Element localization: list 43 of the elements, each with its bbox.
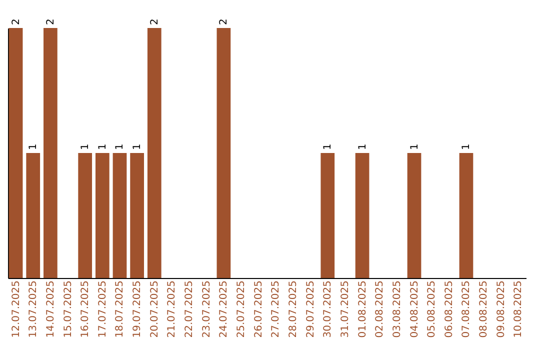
data-label: 1 (114, 144, 126, 150)
data-label: 1 (409, 144, 420, 150)
data-label: 1 (97, 144, 108, 150)
data-label: 1 (322, 144, 334, 150)
x-tick-label: 27.07.2025 (270, 280, 282, 338)
x-tick-label: 04.08.2025 (409, 280, 420, 338)
data-label: 2 (218, 18, 230, 25)
data-label: 2 (149, 18, 160, 25)
data-label: 1 (357, 144, 368, 150)
x-tick-label: 15.07.2025 (62, 280, 74, 338)
data-label: 1 (461, 144, 472, 150)
data-label: 2 (45, 18, 56, 25)
x-tick-label: 24.07.2025 (218, 280, 230, 338)
x-tick-label: 16.07.2025 (80, 280, 92, 338)
x-tick-label: 12.07.2025 (10, 280, 22, 338)
x-tick-label: 08.08.2025 (478, 280, 490, 338)
x-tick-label: 06.08.2025 (444, 280, 455, 338)
x-tick-label: 31.07.2025 (340, 280, 351, 338)
x-tick-label: 19.07.2025 (132, 280, 144, 338)
x-tick-label: 10.08.2025 (513, 280, 524, 338)
x-tick-label: 17.07.2025 (97, 280, 108, 338)
x-tick-label: 09.08.2025 (496, 280, 507, 338)
x-tick-label: 25.07.2025 (236, 280, 248, 338)
x-tick-label: 21.07.2025 (166, 280, 178, 338)
data-label: 1 (28, 144, 40, 150)
x-tick-label: 03.08.2025 (392, 280, 403, 338)
x-tick-label: 07.08.2025 (461, 280, 472, 338)
data-label: 2 (10, 18, 22, 25)
x-tick-label: 02.08.2025 (374, 280, 386, 338)
x-tick-label: 30.07.2025 (322, 280, 334, 338)
x-tick-label: 13.07.2025 (28, 280, 40, 338)
data-label: 1 (80, 144, 92, 150)
x-tick-label: 29.07.2025 (305, 280, 316, 338)
data-label: 1 (132, 144, 144, 150)
x-tick-label: 14.07.2025 (45, 280, 56, 338)
x-tick-label: 23.07.2025 (201, 280, 212, 338)
x-tick-label: 18.07.2025 (114, 280, 126, 338)
x-tick-label: 01.08.2025 (357, 280, 368, 338)
x-tick-label: 28.07.2025 (288, 280, 299, 338)
x-tick-label: 05.08.2025 (426, 280, 438, 338)
x-tick-label: 26.07.2025 (253, 280, 264, 338)
x-tick-label: 22.07.2025 (184, 280, 196, 338)
x-tick-label: 20.07.2025 (149, 280, 160, 338)
